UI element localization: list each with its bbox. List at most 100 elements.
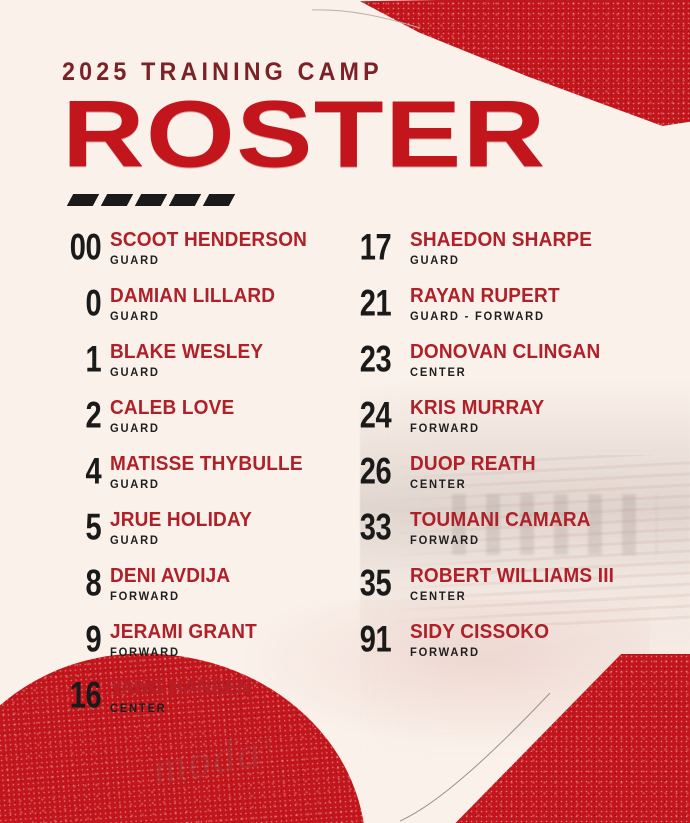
player-name: CALEB LOVE [110, 397, 235, 419]
player-number: 1 [85, 337, 102, 380]
player-name: MATISSE THYBULLE [110, 453, 303, 475]
player-number: 33 [359, 505, 392, 548]
player-info: SCOOT HENDERSON GUARD [110, 228, 317, 267]
player-position: CENTER [410, 477, 467, 491]
player-number: 17 [359, 225, 392, 268]
player-info: JERAMI GRANT FORWARD [110, 620, 265, 659]
player-position: GUARD [110, 309, 160, 323]
player-number: 35 [359, 561, 392, 604]
player-position: GUARD [110, 421, 160, 435]
chevron-icon [202, 193, 236, 206]
player-info: RAYAN RUPERT GUARD - FORWARD [410, 284, 568, 323]
roster-player-row[interactable]: 91 SIDY CISSOKO FORWARD [358, 620, 658, 676]
player-name: DONOVAN CLINGAN [410, 341, 601, 363]
roster-player-row[interactable]: 17 SHAEDON SHARPE GUARD [358, 228, 658, 284]
player-number: 26 [359, 449, 392, 492]
player-name: JERAMI GRANT [110, 621, 257, 643]
chevron-icon [66, 193, 100, 206]
player-info: YANG HANSEN CENTER [110, 676, 258, 715]
player-position: GUARD [110, 253, 160, 267]
player-info: SHAEDON SHARPE GUARD [410, 228, 602, 267]
roster-player-row[interactable]: 24 KRIS MURRAY FORWARD [358, 396, 658, 452]
player-number: 00 [69, 225, 102, 268]
player-name: SHAEDON SHARPE [410, 229, 593, 251]
kicker-text: 2025 TRAINING CAMP [62, 58, 383, 86]
player-name: SIDY CISSOKO [410, 621, 550, 643]
player-name: DAMIAN LILLARD [110, 285, 276, 307]
player-name: TOUMANI CAMARA [410, 509, 591, 531]
roster-player-row[interactable]: 23 DONOVAN CLINGAN CENTER [358, 340, 658, 396]
player-position: FORWARD [110, 589, 180, 603]
player-number: 4 [85, 449, 102, 492]
roster-player-row[interactable]: 5 JRUE HOLIDAY GUARD [58, 508, 358, 564]
roster-player-row[interactable]: 9 JERAMI GRANT FORWARD [58, 620, 358, 676]
player-position: CENTER [110, 701, 167, 715]
player-number: 24 [359, 393, 392, 436]
player-info: DONOVAN CLINGAN CENTER [410, 340, 610, 379]
player-info: DENI AVDIJA FORWARD [110, 564, 237, 603]
player-info: DUOP REATH CENTER [410, 452, 542, 491]
player-number: 9 [85, 617, 102, 660]
poster-header: 2025 TRAINING CAMP ROSTER [62, 58, 545, 206]
player-position: GUARD [110, 477, 160, 491]
roster-player-row[interactable]: 1 BLAKE WESLEY GUARD [58, 340, 358, 396]
roster-player-row[interactable]: 4 MATISSE THYBULLE GUARD [58, 452, 358, 508]
player-position: CENTER [410, 365, 467, 379]
player-name: ROBERT WILLIAMS III [410, 565, 615, 587]
player-info: DAMIAN LILLARD GUARD [110, 284, 284, 323]
player-position: FORWARD [410, 421, 480, 435]
player-info: JRUE HOLIDAY GUARD [110, 508, 259, 547]
roster-columns: 00 SCOOT HENDERSON GUARD 0 DAMIAN LILLARD GUA… [58, 228, 658, 732]
player-position: GUARD - FORWARD [410, 309, 545, 323]
player-number: 2 [85, 393, 102, 436]
chevron-divider [66, 193, 435, 206]
player-position: GUARD [110, 365, 160, 379]
player-name: RAYAN RUPERT [410, 285, 560, 307]
roster-player-row[interactable]: 21 RAYAN RUPERT GUARD - FORWARD [358, 284, 658, 340]
player-name: JRUE HOLIDAY [110, 509, 253, 531]
player-info: TOUMANI CAMARA FORWARD [410, 508, 600, 547]
player-number: 5 [85, 505, 102, 548]
roster-player-row[interactable]: 35 ROBERT WILLIAMS III CENTER [358, 564, 658, 620]
player-name: YANG HANSEN [110, 677, 251, 699]
player-number: 0 [85, 281, 102, 324]
player-info: MATISSE THYBULLE GUARD [110, 452, 313, 491]
player-info: CALEB LOVE GUARD [110, 396, 241, 435]
roster-player-row[interactable]: 33 TOUMANI CAMARA FORWARD [358, 508, 658, 564]
registered-mark: ® [259, 735, 274, 753]
player-position: FORWARD [410, 645, 480, 659]
roster-player-row[interactable]: 26 DUOP REATH CENTER [358, 452, 658, 508]
player-position: FORWARD [410, 533, 480, 547]
roster-player-row[interactable]: 8 DENI AVDIJA FORWARD [58, 564, 358, 620]
player-number: 23 [359, 337, 392, 380]
player-number: 16 [69, 673, 102, 716]
roster-player-row[interactable]: 00 SCOOT HENDERSON GUARD [58, 228, 358, 284]
player-name: DENI AVDIJA [110, 565, 231, 587]
roster-player-row[interactable]: 0 DAMIAN LILLARD GUARD [58, 284, 358, 340]
roster-column-right: 17 SHAEDON SHARPE GUARD 21 RAYAN RUPERT GUARD… [358, 228, 658, 732]
page-title: ROSTER [62, 80, 547, 188]
chevron-icon [100, 193, 134, 206]
player-position: FORWARD [110, 645, 180, 659]
player-position: CENTER [410, 589, 467, 603]
swoosh-hairline [312, 4, 422, 30]
player-info: ROBERT WILLIAMS III CENTER [410, 564, 625, 603]
player-name: KRIS MURRAY [410, 397, 545, 419]
player-info: BLAKE WESLEY GUARD [110, 340, 271, 379]
roster-player-row[interactable]: 16 YANG HANSEN CENTER [58, 676, 358, 732]
player-name: BLAKE WESLEY [110, 341, 264, 363]
player-number: 91 [359, 617, 392, 660]
roster-column-left: 00 SCOOT HENDERSON GUARD 0 DAMIAN LILLARD GUA… [58, 228, 358, 732]
player-position: GUARD [410, 253, 460, 267]
player-number: 21 [359, 281, 392, 324]
moda-watermark-text: moda [148, 724, 266, 795]
player-info: SIDY CISSOKO FORWARD [410, 620, 557, 659]
moda-watermark: moda® [148, 722, 277, 795]
player-number: 8 [85, 561, 102, 604]
player-position: GUARD [110, 533, 160, 547]
chevron-icon [168, 193, 202, 206]
player-name: DUOP REATH [410, 453, 536, 475]
chevron-icon [134, 193, 168, 206]
roster-player-row[interactable]: 2 CALEB LOVE GUARD [58, 396, 358, 452]
player-info: KRIS MURRAY FORWARD [410, 396, 551, 435]
